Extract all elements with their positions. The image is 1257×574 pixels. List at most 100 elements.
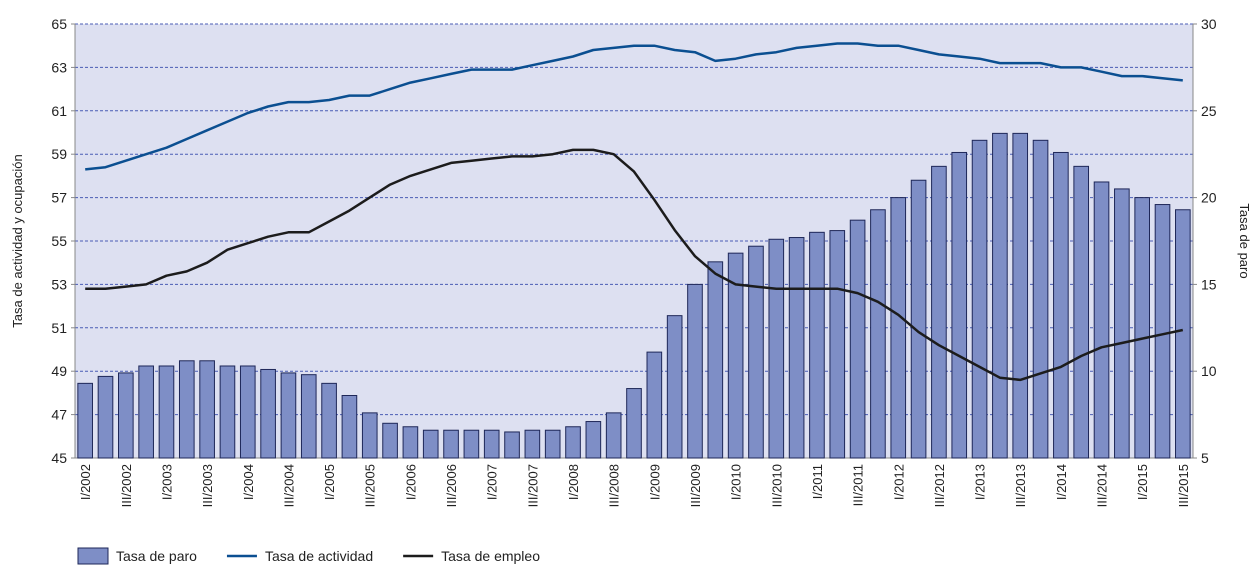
- bar: [1134, 197, 1150, 459]
- bar: [971, 139, 988, 459]
- line: [85, 148, 1184, 382]
- x-tick-label: I/2007: [485, 464, 500, 500]
- x-tick-label: I/2012: [891, 464, 906, 500]
- bar: [626, 388, 642, 459]
- bar: [890, 197, 907, 459]
- y-tick-label: 51: [51, 320, 67, 336]
- bar: [300, 374, 317, 459]
- bar: [178, 360, 195, 459]
- y-axis-title: Tasa de actividad y ocupación: [10, 154, 25, 327]
- y2-tick-label: 15: [1201, 276, 1217, 292]
- bar: [219, 365, 236, 459]
- bar: [504, 431, 520, 459]
- y-tick-label: 65: [51, 16, 67, 32]
- bar: [483, 429, 500, 459]
- y2-tick-label: 30: [1201, 16, 1217, 32]
- x-tick-label: III/2004: [281, 464, 296, 507]
- x-tick-label: I/2006: [403, 464, 418, 500]
- bar: [768, 238, 785, 459]
- x-tick-label: I/2010: [729, 464, 744, 500]
- bar: [565, 426, 581, 459]
- bar: [992, 132, 1008, 459]
- x-tick-label: I/2005: [322, 464, 337, 500]
- bar: [382, 422, 398, 459]
- x-tick-label: III/2005: [363, 464, 378, 507]
- bar: [1093, 181, 1110, 459]
- legend-label: Tasa de paro: [116, 548, 197, 564]
- bar: [1032, 139, 1049, 459]
- legend-label: Tasa de empleo: [441, 548, 540, 564]
- bar: [646, 351, 663, 459]
- bar: [829, 230, 846, 459]
- y-tick-label: 61: [51, 103, 67, 119]
- x-tick-label: I/2013: [973, 464, 988, 500]
- x-tick-label: I/2014: [1054, 464, 1069, 500]
- bar: [97, 375, 114, 459]
- x-tick-label: I/2002: [78, 464, 93, 500]
- bar: [524, 429, 541, 459]
- bar: [158, 365, 175, 459]
- bar: [809, 231, 825, 459]
- bar: [931, 165, 947, 459]
- y2-tick-label: 5: [1201, 450, 1209, 466]
- bar: [77, 382, 93, 459]
- x-tick-label: III/2002: [119, 464, 134, 507]
- bar: [605, 412, 622, 459]
- bar: [341, 395, 358, 459]
- bar: [1114, 188, 1130, 459]
- bar: [1154, 204, 1171, 459]
- x-tick-label: III/2015: [1176, 464, 1191, 507]
- x-tick-label: III/2010: [769, 464, 784, 507]
- bar: [1073, 165, 1090, 459]
- bar: [1053, 151, 1069, 459]
- bar: [910, 179, 927, 459]
- bar: [361, 412, 378, 459]
- y-tick-label: 45: [51, 450, 67, 466]
- y2-axis-title: Tasa de paro: [1237, 203, 1252, 278]
- y2-tick-label: 20: [1201, 190, 1217, 206]
- y2-tick-label: 25: [1201, 103, 1217, 119]
- bar: [280, 372, 297, 459]
- x-tick-label: III/2011: [851, 464, 866, 506]
- x-tick-label: III/2007: [525, 464, 540, 507]
- legend-swatch: [77, 547, 109, 565]
- x-tick-label: I/2009: [647, 464, 662, 500]
- x-tick-label: III/2008: [607, 464, 622, 507]
- y-tick-label: 53: [51, 276, 67, 292]
- bar: [585, 421, 602, 459]
- line: [85, 42, 1183, 171]
- bar: [402, 426, 419, 459]
- y-tick-label: 57: [51, 190, 67, 206]
- bar: [788, 237, 805, 459]
- y-tick-label: 49: [51, 363, 67, 379]
- x-tick-label: I/2015: [1135, 464, 1150, 500]
- x-tick-label: III/2014: [1095, 464, 1110, 507]
- x-tick-label: III/2003: [200, 464, 215, 507]
- bar: [260, 368, 276, 459]
- bar: [1175, 209, 1191, 459]
- y-tick-label: 63: [51, 59, 67, 75]
- x-tick-label: III/2006: [444, 464, 459, 507]
- bar: [849, 219, 866, 459]
- x-tick-label: III/2012: [932, 464, 947, 507]
- bar: [1012, 132, 1029, 459]
- bar: [727, 252, 744, 459]
- x-tick-label: I/2011: [810, 464, 825, 499]
- bar: [443, 429, 459, 459]
- legend-label: Tasa de actividad: [265, 548, 373, 564]
- y-tick-label: 55: [51, 233, 67, 249]
- y-tick-label: 59: [51, 146, 67, 162]
- bar: [951, 151, 968, 459]
- bar: [199, 360, 215, 459]
- y-tick-label: 47: [51, 407, 67, 423]
- x-tick-label: I/2008: [566, 464, 581, 500]
- bar: [707, 261, 724, 459]
- bar: [118, 372, 134, 459]
- bar: [239, 365, 256, 459]
- bar: [870, 209, 886, 459]
- x-tick-label: I/2003: [159, 464, 174, 500]
- bar: [138, 365, 154, 459]
- bar: [321, 382, 337, 459]
- bar: [748, 245, 764, 459]
